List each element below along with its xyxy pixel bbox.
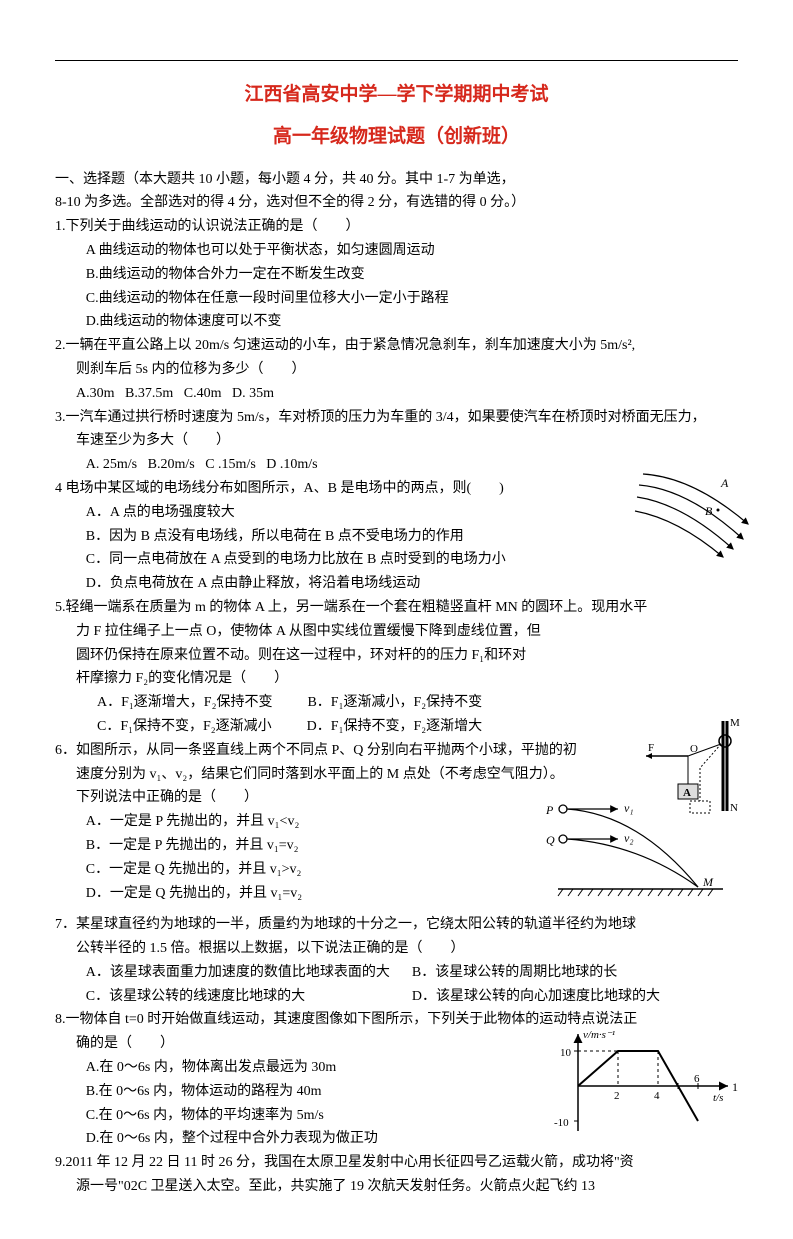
q4-label-b: B [705,504,713,518]
q3-option-b: B.20m/s [148,457,195,472]
q5-option-b: B．F₁逐渐减小，F₂保持不变 [307,691,482,715]
q6-projectile-figure: P Q v₁ v₂ M [538,794,728,904]
q8-tick-2: 2 [614,1090,620,1102]
q6-label-v2: v₂ [624,831,634,845]
q5-label-m: M [730,717,740,729]
q7-option-c: C．该星球公转的线速度比地球的大 [86,985,412,1009]
q1-stem: 1.下列关于曲线运动的认识说法正确的是（ ） [55,215,738,239]
q1-option-c: C.曲线运动的物体在任意一段时间里位移大小一定小于路程 [86,287,738,311]
q8-tick-6: 6 [694,1073,700,1085]
q1-option-a: A 曲线运动的物体也可以处于平衡状态，如匀速圆周运动 [86,239,738,263]
section-1-header-line1: 一、选择题（本大题共 10 小题，每小题 4 分，共 40 分。其中 1-7 为… [55,168,738,192]
top-rule [55,60,738,61]
question-8: 8.一物体自 t=0 时开始做直线运动，其速度图像如下图所示，下列关于此物体的运… [55,1008,738,1151]
q4-field-lines-figure: A B [633,469,753,564]
q5-l3: 圆环仍保持在原来位置不动。则在这一过程中，环对杆的的压力 F₁和环对 [55,644,738,668]
q6-label-q: Q [546,833,555,847]
q3-option-d: D .10m/s [266,457,317,472]
q7-option-b: B．该星球公转的周期比地球的长 [412,961,738,985]
q6-label-m: M [702,875,714,889]
q5-option-c: C．F₁保持不变，F₂逐渐减小 [97,715,272,739]
q2-option-b: B.37.5m [125,386,173,401]
q5-l4: 杆摩擦力 F₂的变化情况是（ ） [55,667,738,691]
question-4: 4 电场中某区域的电场线分布如图所示，A、B 是电场中的两点，则( ) A．A … [55,477,738,596]
q1-option-d: D.曲线运动的物体速度可以不变 [86,310,738,334]
q3-option-a: A. 25m/s [86,457,137,472]
q7-l2: 公转半径的 1.5 倍。根据以上数据，以下说法正确的是（ ） [55,937,738,961]
q7-option-a: A．该星球表面重力加速度的数值比地球表面的大 [86,961,412,985]
section-1-header-line2: 8-10 为多选。全部选对的得 4 分，选对但不全的得 2 分，有选错的得 0 … [55,191,738,215]
exam-title-line1: 江西省高安中学—学下学期期中考试 [55,79,738,111]
q8-velocity-graph: v/m·s⁻¹ t/s 10 -10 2 4 6 [548,1026,738,1141]
q2-stem2: 则刹车后 5s 内的位移为多少（ ） [55,358,738,382]
q3-option-c: C .15m/s [205,457,256,472]
q4-option-d: D．负点电荷放在 A 点由静止释放，将沿着电场线运动 [86,572,738,596]
q6-stem: 6．如图所示，从同一条竖直线上两个不同点 P、Q 分别向右平抛两个小球，平抛的初 [55,739,738,763]
q4-label-a: A [720,476,729,490]
q6-label-v1: v₁ [624,801,634,815]
q5-l2: 力 F 拉住绳子上一点 O，使物体 A 从图中实线位置缓慢下降到虚线位置，但 [55,620,738,644]
q8-tick-10: 10 [560,1047,572,1059]
q2-stem: 2.一辆在平直公路上以 20m/s 匀速运动的小车，由于紧急情况急刹车，刹车加速… [55,334,738,358]
q6-label-p: P [545,803,554,817]
page-number: 1 [732,1077,738,1097]
q2-option-d: D. 35m [232,386,274,401]
question-7: 7．某星球直径约为地球的一半，质量约为地球的十分之一，它绕太阳公转的轨道半径约为… [55,913,738,1008]
q9-l2: 源一号"02C 卫星送入太空。至此，共实施了 19 次航天发射任务。火箭点火起飞… [55,1175,738,1199]
exam-title-line2: 高一年级物理试题（创新班） [55,121,738,153]
q5-option-d: D．F₁保持不变，F₂逐渐增大 [307,715,482,739]
q3-stem2: 车速至少为多大（ ） [55,429,738,453]
question-1: 1.下列关于曲线运动的认识说法正确的是（ ） A 曲线运动的物体也可以处于平衡状… [55,215,738,334]
q2-option-a: A.30m [76,386,115,401]
q5-option-a: A．F₁逐渐增大，F₂保持不变 [97,691,272,715]
q1-option-b: B.曲线运动的物体合外力一定在不断发生改变 [86,263,738,287]
question-2: 2.一辆在平直公路上以 20m/s 匀速运动的小车，由于紧急情况急刹车，刹车加速… [55,334,738,405]
q7-stem: 7．某星球直径约为地球的一半，质量约为地球的十分之一，它绕太阳公转的轨道半径约为… [55,913,738,937]
question-3: 3.一汽车通过拱行桥时速度为 5m/s，车对桥顶的压力为车重的 3/4，如果要使… [55,406,738,477]
q8-ylabel: v/m·s⁻¹ [583,1029,615,1041]
question-6: 6．如图所示，从同一条竖直线上两个不同点 P、Q 分别向右平抛两个小球，平抛的初… [55,739,738,906]
q2-option-c: C.40m [184,386,222,401]
q8-tick-n10: -10 [554,1117,569,1129]
q8-tick-4: 4 [654,1090,660,1102]
question-5: 5.轻绳一端系在质量为 m 的物体 A 上，另一端系在一个套在粗糙竖直杆 MN … [55,596,738,739]
q3-stem: 3.一汽车通过拱行桥时速度为 5m/s，车对桥顶的压力为车重的 3/4，如果要使… [55,406,738,430]
q9-stem: 9.2011 年 12 月 22 日 11 时 26 分，我国在太原卫星发射中心… [55,1151,738,1175]
q8-xlabel: t/s [713,1092,723,1104]
question-9: 9.2011 年 12 月 22 日 11 时 26 分，我国在太原卫星发射中心… [55,1151,738,1199]
q5-stem: 5.轻绳一端系在质量为 m 的物体 A 上，另一端系在一个套在粗糙竖直杆 MN … [55,596,738,620]
q7-option-d: D．该星球公转的向心加速度比地球的大 [412,985,738,1009]
q6-l2: 速度分别为 v₁、v₂，结果它们同时落到水平面上的 M 点处（不考虑空气阻力）。 [55,763,738,787]
